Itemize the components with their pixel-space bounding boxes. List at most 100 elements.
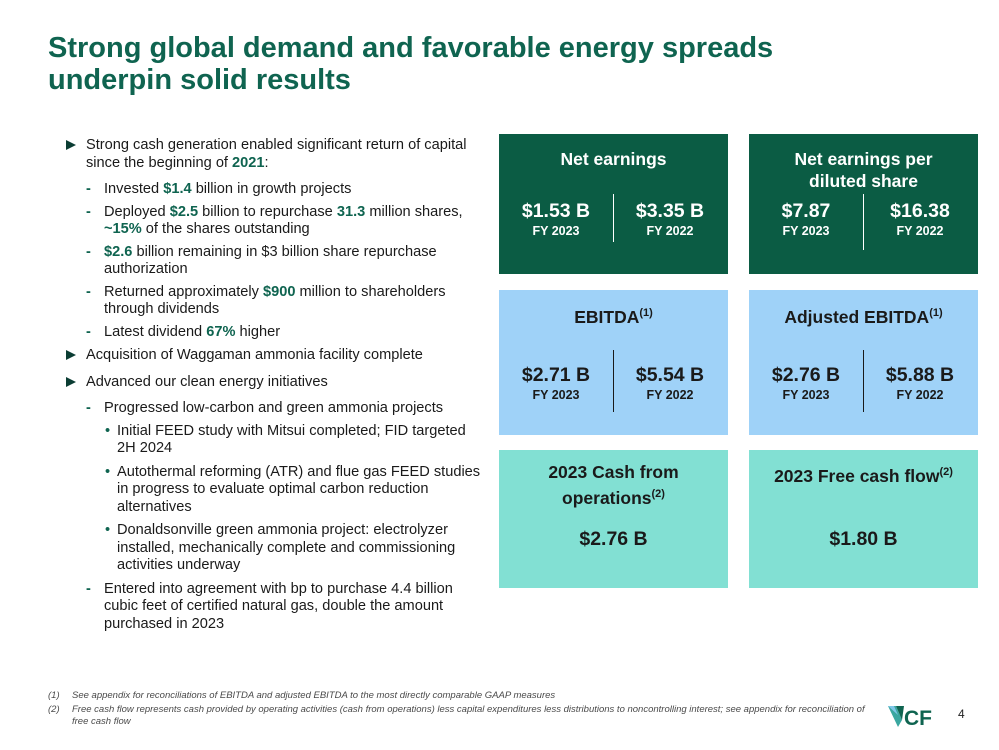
cash-from-operations-card: 2023 Cash from operations(2) $2.76 B: [499, 450, 728, 588]
dash-bullet-icon: -: [86, 283, 91, 300]
value-fy2022: $16.38: [890, 200, 950, 222]
card-values: $1.53 B FY 2023 $3.35 B FY 2022: [499, 200, 728, 239]
bullet-waggaman: Acquisition of Waggaman ammonia facility…: [66, 347, 484, 365]
dot-bullet-atr: • Autothermal reforming (ATR) and flue g…: [66, 464, 484, 517]
dash-bullet-icon: -: [86, 181, 91, 197]
bullet-text: billion to repurchase: [198, 203, 337, 220]
footnote-1: (1) See appendix for reconciliations of …: [48, 690, 892, 702]
value-fy2022: $5.54 B: [635, 364, 705, 386]
highlight-value: $2.5: [169, 203, 199, 220]
bullet-text: Progressed low-carbon and green ammonia …: [104, 400, 444, 416]
logo-text: CF: [904, 707, 932, 729]
divider-line: [613, 350, 614, 412]
dash-bullet-icon: -: [86, 400, 91, 416]
label-fy2022: FY 2022: [646, 224, 694, 238]
ebitda-card: EBITDA(1) $2.71 B FY 2023 $5.54 B FY 2022: [499, 290, 728, 435]
dot-bullet-donaldsonville: • Donaldsonville green ammonia project: …: [66, 522, 484, 575]
bullet-text: higher: [235, 323, 281, 340]
dash-bullet-icon: -: [86, 580, 91, 597]
highlight-value: $1.4: [163, 181, 192, 197]
bullet-text: Donaldsonville green ammonia project: el…: [117, 522, 456, 573]
cf-logo-icon: CF: [888, 706, 932, 729]
bullet-clean-energy: Advanced our clean energy initiatives: [66, 374, 484, 392]
dot-bullet-icon: •: [105, 522, 111, 538]
bullet-text: Advanced our clean energy initiatives: [86, 373, 328, 390]
page-number: 4: [958, 707, 965, 721]
free-cash-flow-card: 2023 Free cash flow(2) $1.80 B: [749, 450, 978, 588]
cfo-value: $2.76 B: [579, 528, 648, 550]
slide-title-line-1: Strong global demand and favorable energ…: [48, 32, 774, 64]
value-fy2023: $1.53 B: [521, 200, 591, 222]
highlight-value: 31.3: [336, 203, 366, 220]
card-title: 2023 Cash from operations(2): [499, 461, 728, 509]
card-title-text: 2023 Free cash flow: [774, 465, 940, 486]
bullet-text: Strong cash generation enabled significa…: [86, 137, 467, 171]
triangle-bullet-icon: [66, 350, 76, 360]
bullet-text: Entered into agreement with bp to purcha…: [104, 580, 453, 632]
sub-bullet-authorization: - $2.6 billion remaining in $3 billion s…: [66, 244, 484, 279]
sub-bullet-dividends: - Returned approximately $900 million to…: [66, 284, 484, 319]
bullet-text: million to shareholders through dividend…: [104, 283, 446, 318]
label-fy2022: FY 2022: [646, 388, 694, 402]
label-fy2023: FY 2023: [782, 224, 830, 238]
bullet-text: Autothermal reforming (ATR) and flue gas…: [117, 463, 481, 515]
bullet-text: billion in growth projects: [191, 181, 352, 197]
bullet-text: Returned approximately: [104, 283, 263, 300]
value-fy2023: $2.76 B: [771, 364, 841, 386]
bullet-text: Invested: [104, 181, 164, 197]
highlight-value: $900: [263, 283, 296, 300]
card-title-text: EBITDA: [574, 306, 640, 327]
dot-bullet-icon: •: [105, 463, 111, 480]
bullet-cash-generation: Strong cash generation enabled significa…: [66, 137, 484, 172]
adjusted-ebitda-card: Adjusted EBITDA(1) $2.76 B FY 2023 $5.88 …: [749, 290, 978, 435]
dot-bullet-icon: •: [105, 422, 111, 439]
sub-bullet-bp-agreement: - Entered into agreement with bp to purc…: [66, 581, 484, 634]
slide-title: Strong global demand and favorable energ…: [48, 32, 868, 96]
net-earnings-card: Net earnings $1.53 B FY 2023 $3.35 B FY 20…: [499, 134, 728, 274]
footnote-2: (2) Free cash flow represents cash provi…: [48, 704, 872, 728]
triangle-bullet-icon: [66, 140, 76, 150]
label-fy2023: FY 2023: [532, 224, 580, 238]
value-fy2022: $3.35 B: [635, 200, 705, 222]
slide-title-line-2: underpin solid results: [48, 64, 351, 96]
footnote-ref: (1): [929, 307, 943, 319]
card-values: $2.76 B FY 2023 $5.88 B FY 2022: [749, 364, 978, 403]
dash-bullet-icon: -: [86, 243, 91, 260]
footnote-number: (1): [48, 690, 60, 701]
card-title: Adjusted EBITDA(1): [749, 302, 978, 328]
highlight-value: $2.6: [104, 243, 133, 260]
card-title: EBITDA(1): [499, 302, 728, 328]
card-title: 2023 Free cash flow(2): [749, 461, 978, 487]
value-fy2022: $5.88 B: [885, 364, 955, 386]
sub-bullet-latest-dividend: - Latest dividend 67% higher: [66, 324, 484, 342]
divider-line: [863, 194, 864, 250]
card-title-text: Adjusted EBITDA: [784, 306, 930, 327]
value-fy2023: $7.87: [781, 200, 831, 222]
highlight-value: 67%: [206, 323, 236, 340]
bullet-text: Latest dividend: [104, 323, 207, 340]
card-title: Net earnings: [560, 149, 667, 169]
bullet-text: Deployed: [104, 203, 170, 220]
sub-bullet-repurchase: - Deployed $2.5 billion to repurchase 31…: [66, 204, 484, 239]
footnote-number: (2): [48, 704, 60, 715]
bullet-text: of the shares outstanding: [141, 221, 310, 237]
sub-bullet-growth-projects: - Invested $1.4 billion in growth projec…: [66, 181, 484, 199]
bullet-text: :: [264, 154, 269, 171]
footnote-text: See appendix for reconciliations of EBIT…: [72, 690, 556, 701]
label-fy2022: FY 2022: [896, 224, 944, 238]
card-title: Net earnings per diluted share: [794, 149, 933, 191]
eps-card: Net earnings per diluted share $7.87 FY 2…: [749, 134, 978, 274]
card-title-text: 2023 Cash from operations: [548, 462, 679, 508]
divider-line: [613, 194, 614, 242]
dot-bullet-mitsui: • Initial FEED study with Mitsui complet…: [66, 423, 484, 458]
value-fy2023: $2.71 B: [521, 364, 591, 386]
divider-line: [863, 350, 864, 412]
bullet-text: Acquisition of Waggaman ammonia facility…: [86, 347, 423, 363]
bullet-text: million shares,: [365, 203, 463, 220]
label-fy2023: FY 2023: [782, 388, 830, 402]
dash-bullet-icon: -: [86, 203, 91, 220]
footnote-text: Free cash flow represents cash provided …: [72, 704, 865, 727]
bullet-text: billion remaining in $3 billion share re…: [104, 243, 437, 278]
footnote-ref: (1): [639, 307, 653, 319]
fcf-value: $1.80 B: [829, 528, 898, 550]
